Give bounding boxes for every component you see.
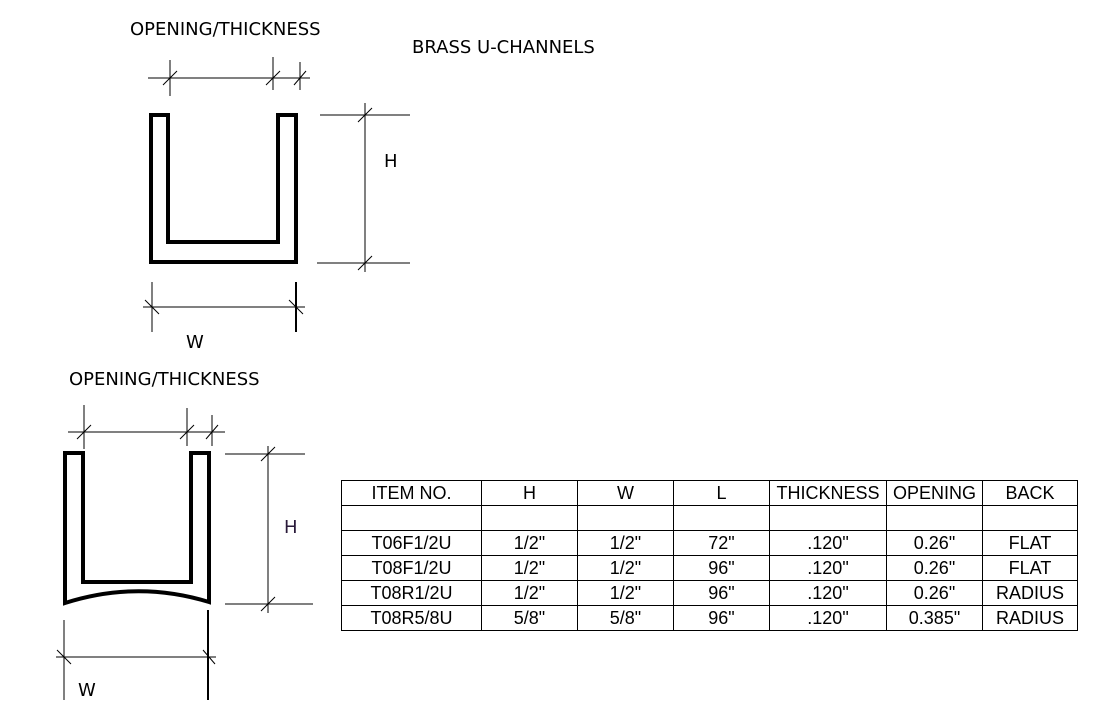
height-label: H: [284, 517, 298, 538]
height-label: H: [384, 151, 398, 172]
cell: [341, 505, 482, 531]
cell: 0.26": [886, 530, 983, 556]
width-label: W: [186, 332, 204, 353]
header-w: W: [577, 480, 674, 506]
header-l: L: [673, 480, 770, 506]
height-dimension: [225, 446, 313, 613]
page-title: BRASS U-CHANNELS: [412, 37, 595, 58]
cell: 1/2": [481, 530, 578, 556]
cell: 1/2": [577, 555, 674, 581]
cell: 96": [673, 580, 770, 606]
cell: T08F1/2U: [341, 555, 482, 581]
cell: RADIUS: [982, 580, 1078, 606]
cell: 0.26": [886, 555, 983, 581]
cell: .120": [769, 530, 887, 556]
cell: .120": [769, 605, 887, 631]
cell: T06F1/2U: [341, 530, 482, 556]
header-h: H: [481, 480, 578, 506]
cell: .120": [769, 555, 887, 581]
header-thickness: THICKNESS: [769, 480, 887, 506]
opening-thickness-dimension: [148, 57, 310, 96]
cell: RADIUS: [982, 605, 1078, 631]
height-dimension: [317, 103, 410, 272]
cell: [769, 505, 887, 531]
cell: 96": [673, 555, 770, 581]
cell: 0.26": [886, 580, 983, 606]
opening-thickness-dimension: [68, 405, 225, 449]
table-row: T08F1/2U 1/2" 1/2" 96" .120" 0.26" FLAT: [341, 555, 1078, 581]
cell: 0.385": [886, 605, 983, 631]
cell: 1/2": [481, 580, 578, 606]
cell: [673, 505, 770, 531]
cell: 1/2": [577, 530, 674, 556]
cell: 5/8": [481, 605, 578, 631]
u-channel-flat-drawing: [143, 57, 410, 332]
u-channel-flat-profile: [149, 113, 298, 264]
cell: 72": [673, 530, 770, 556]
header-opening: OPENING: [886, 480, 983, 506]
cell: FLAT: [982, 555, 1078, 581]
width-label: W: [78, 680, 96, 701]
width-dimension: [56, 610, 216, 700]
cell: FLAT: [982, 530, 1078, 556]
cell: 1/2": [577, 580, 674, 606]
cell: .120": [769, 580, 887, 606]
header-back: BACK: [982, 480, 1078, 506]
cell: 5/8": [577, 605, 674, 631]
cell: [577, 505, 674, 531]
cell: T08R5/8U: [341, 605, 482, 631]
header-item-no: ITEM NO.: [341, 480, 482, 506]
width-dimension: [143, 282, 305, 332]
cell: [886, 505, 983, 531]
u-channel-radius-profile: [63, 451, 211, 606]
opening-thickness-label: OPENING/THICKNESS: [69, 369, 260, 390]
cell: T08R1/2U: [341, 580, 482, 606]
cell: [481, 505, 578, 531]
u-channel-radius-drawing: [56, 405, 313, 700]
table-row: T06F1/2U 1/2" 1/2" 72" .120" 0.26" FLAT: [341, 530, 1078, 556]
specs-table: ITEM NO. H W L THICKNESS OPENING BACK T0…: [341, 480, 1078, 631]
table-row: [341, 505, 1078, 531]
opening-thickness-label: OPENING/THICKNESS: [130, 19, 321, 40]
table-header-row: ITEM NO. H W L THICKNESS OPENING BACK: [341, 480, 1078, 506]
cell: 1/2": [481, 555, 578, 581]
cell: [982, 505, 1078, 531]
table-row: T08R1/2U 1/2" 1/2" 96" .120" 0.26" RADIUS: [341, 580, 1078, 606]
table-row: T08R5/8U 5/8" 5/8" 96" .120" 0.385" RADIUS: [341, 605, 1078, 631]
cell: 96": [673, 605, 770, 631]
